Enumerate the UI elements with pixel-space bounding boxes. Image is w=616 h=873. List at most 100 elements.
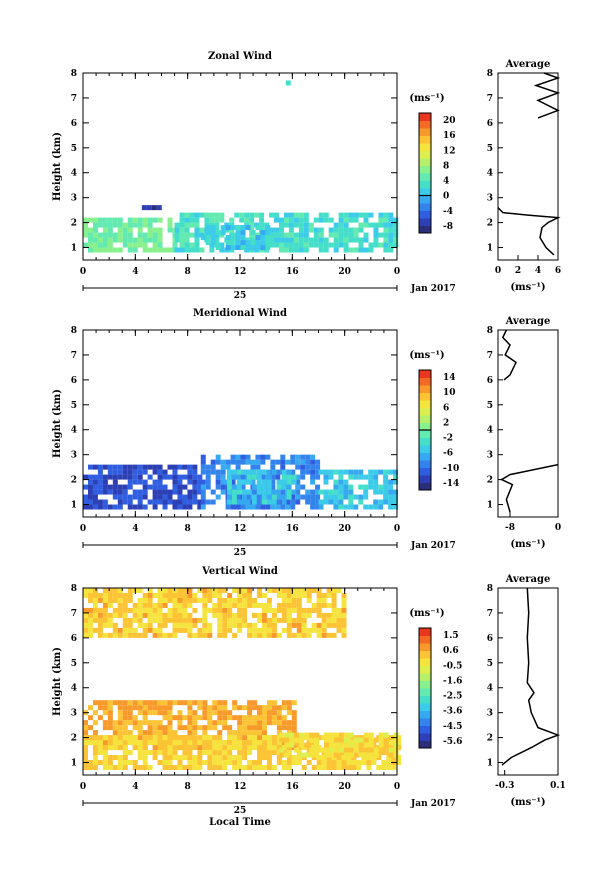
heatmap-cell — [271, 705, 277, 711]
heatmap-cell — [252, 720, 258, 726]
heatmap-cell — [212, 750, 218, 756]
heatmap-cell — [184, 247, 190, 253]
heatmap-cell — [212, 612, 218, 618]
heatmap-cell — [182, 602, 188, 608]
y-tick-label: 5 — [71, 401, 77, 411]
heatmap-cell — [152, 700, 158, 706]
heatmap-cell — [142, 237, 148, 243]
heatmap-cell — [107, 755, 113, 761]
heatmap-cell — [328, 474, 334, 480]
heatmap-cell — [172, 622, 178, 628]
heatmap-cell — [87, 597, 93, 603]
heatmap-cell — [97, 632, 103, 638]
heatmap-cell — [127, 237, 133, 243]
colorbar-segment — [419, 718, 431, 726]
heatmap-cell — [87, 760, 93, 766]
heatmap-cell — [117, 715, 123, 721]
heatmap-cell — [363, 217, 369, 223]
heatmap-cell — [270, 484, 276, 490]
heatmap-cell — [237, 720, 243, 726]
heatmap-cell — [300, 469, 306, 475]
heatmap-cell — [290, 459, 296, 465]
heatmap-cell — [252, 700, 258, 706]
heatmap-cell — [122, 617, 128, 623]
heatmap-cell — [278, 247, 284, 253]
heatmap-cell — [247, 730, 253, 736]
heatmap-cell — [242, 705, 248, 711]
heatmap-cell — [310, 499, 316, 505]
heatmap-cell — [348, 484, 354, 490]
heatmap-cell — [299, 737, 305, 743]
heatmap-cell — [255, 494, 261, 500]
heatmap-cell — [182, 617, 188, 623]
heatmap-cell — [318, 499, 324, 505]
heatmap-cell — [301, 622, 307, 628]
heatmap-cell — [366, 760, 372, 766]
heatmap-cell — [132, 765, 138, 771]
heatmap-cell — [231, 484, 237, 490]
heatmap-cell — [162, 617, 168, 623]
heatmap-cell — [279, 752, 285, 758]
heatmap-cell — [323, 499, 329, 505]
heatmap-cell — [242, 612, 248, 618]
heatmap-cell — [358, 742, 364, 748]
heatmap-cell — [266, 705, 272, 711]
heatmap-cell — [107, 617, 113, 623]
heatmap-cell — [107, 222, 113, 228]
heatmap-cell — [313, 237, 319, 243]
heatmap-cell — [215, 245, 221, 251]
heatmap-cell — [112, 700, 118, 706]
heatmap-cell — [92, 710, 98, 716]
colorbar-segment — [419, 150, 431, 159]
heatmap-cell — [102, 617, 108, 623]
heatmap-cell — [323, 494, 329, 500]
heatmap-cell — [102, 745, 108, 751]
heatmap-cell — [142, 755, 148, 761]
heatmap-cell — [356, 760, 362, 766]
heatmap-cell — [215, 484, 221, 490]
heatmap-cell — [92, 627, 98, 633]
heatmap-cell — [242, 617, 248, 623]
heatmap-cell — [378, 232, 384, 238]
heatmap-cell — [280, 504, 286, 510]
heatmap-cell — [87, 627, 93, 633]
heatmap-cell — [207, 705, 213, 711]
heatmap-cell — [210, 235, 216, 241]
heatmap-cell — [157, 602, 163, 608]
heatmap-cell — [257, 612, 263, 618]
heatmap-cell — [351, 765, 357, 771]
heatmap-cell — [222, 710, 228, 716]
heatmap-cell — [383, 469, 389, 475]
heatmap-cell — [179, 232, 185, 238]
heatmap-cell — [167, 735, 173, 741]
heatmap-cell — [132, 607, 138, 613]
heatmap-cell — [122, 760, 128, 766]
heatmap-cell — [83, 484, 88, 490]
heatmap-cell — [97, 750, 103, 756]
heatmap-cell — [222, 715, 228, 721]
heatmap-cell — [318, 217, 324, 223]
heatmap-cell — [102, 602, 108, 608]
heatmap-cell — [142, 627, 148, 633]
heatmap-cell — [127, 627, 133, 633]
heatmap-cell — [261, 715, 267, 721]
heatmap-cell — [366, 765, 372, 771]
heatmap-cell — [227, 745, 233, 751]
heatmap-cell — [293, 217, 299, 223]
heatmap-cell — [373, 242, 379, 248]
heatmap-cell — [358, 222, 364, 228]
heatmap-cell — [157, 474, 163, 480]
avg-y-tick-label: 5 — [487, 659, 493, 669]
heatmap-cell — [286, 597, 292, 603]
heatmap-cell — [257, 750, 263, 756]
avg-y-tick-label: 2 — [487, 734, 493, 744]
heatmap-cell — [291, 760, 297, 766]
heatmap-cell — [368, 479, 374, 485]
y-tick-label: 6 — [71, 634, 77, 644]
heatmap-cell — [182, 715, 188, 721]
heatmap-cell — [276, 494, 282, 500]
y-tick-label: 3 — [71, 709, 77, 719]
heatmap-cell — [162, 755, 168, 761]
heatmap-cell — [247, 592, 253, 598]
heatmap-cell — [373, 232, 379, 238]
